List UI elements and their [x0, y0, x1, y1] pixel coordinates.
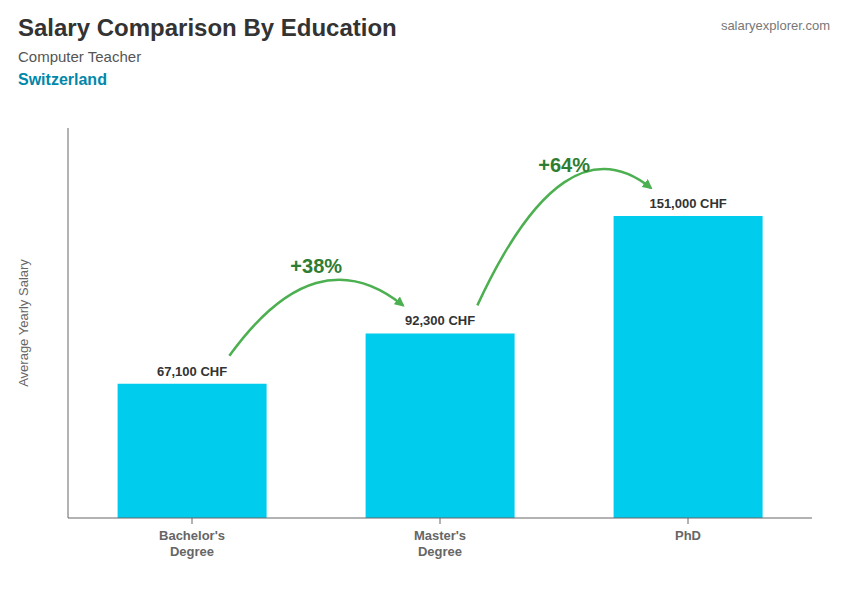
html-text:salaryexplorer.com: salaryexplorer.com: [720, 18, 830, 33]
svg-text:+64%: +64%: [538, 154, 590, 176]
html-text:Salary Comparison By Education: Salary Comparison By Education: [18, 14, 397, 41]
svg-text:Average Yearly Salary: Average Yearly Salary: [16, 259, 31, 387]
svg-text:PhD: PhD: [675, 528, 701, 543]
svg-text:+38%: +38%: [290, 255, 342, 277]
svg-text:Bachelor'sDegree: Bachelor'sDegree: [159, 528, 225, 559]
svg-text:67,100 CHF: 67,100 CHF: [157, 364, 227, 379]
svg-text:151,000 CHF: 151,000 CHF: [649, 196, 726, 211]
html-text:Switzerland: Switzerland: [18, 71, 107, 88]
svg-text:Master'sDegree: Master'sDegree: [414, 528, 466, 559]
html-text:Computer Teacher: Computer Teacher: [18, 48, 142, 65]
svg-text:92,300 CHF: 92,300 CHF: [405, 313, 475, 328]
